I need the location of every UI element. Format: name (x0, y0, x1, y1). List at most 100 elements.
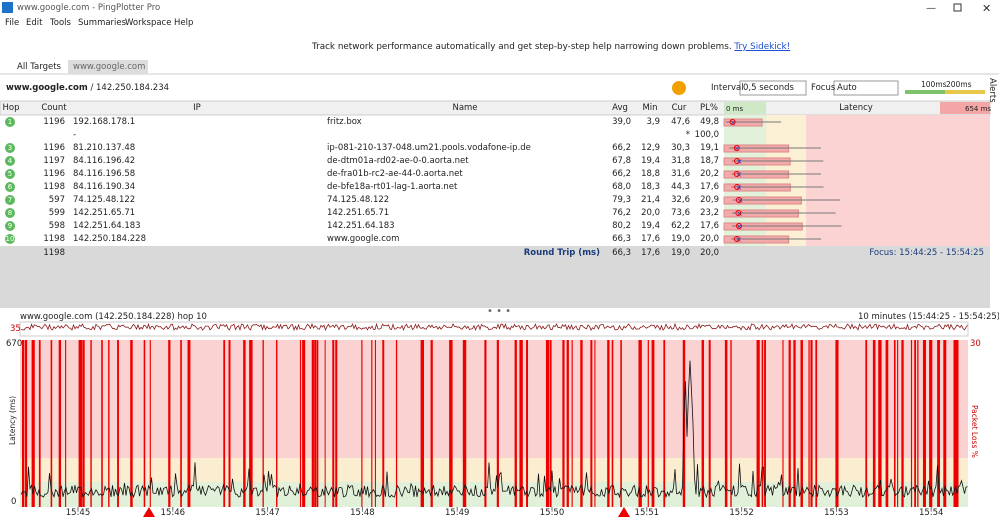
pause-button[interactable] (672, 81, 686, 95)
loss-bar (835, 340, 839, 507)
interval-select[interactable] (739, 80, 807, 96)
loss-bar (143, 340, 146, 507)
graph-zone-red (20, 340, 968, 458)
ip: 81.210.137.48 (73, 143, 136, 153)
count: 1196 (43, 169, 65, 179)
avg: 66,2 (612, 169, 631, 179)
latency-trace (20, 360, 968, 499)
focus-select[interactable] (833, 80, 899, 96)
min: 3,9 (646, 117, 660, 127)
menu-item[interactable]: Summaries (78, 18, 127, 28)
interval-value[interactable]: 0,5 seconds (743, 83, 794, 93)
loss-bar (953, 340, 957, 507)
tab-all-targets[interactable]: All Targets (17, 62, 61, 72)
active-tab[interactable] (68, 60, 148, 74)
loss-axis-title: Packet Loss % (970, 405, 979, 458)
avg-mark (734, 158, 741, 164)
summary-area (0, 246, 990, 308)
count: 599 (48, 208, 65, 218)
name: de-bfe18a-rt01-lag-1.aorta.net (327, 182, 458, 192)
menu-item[interactable]: Workspace (125, 18, 172, 28)
column-header: Cur (671, 103, 687, 113)
loss-bar (545, 340, 550, 507)
packet-loss: 23,2 (700, 208, 719, 218)
menu-item[interactable]: File (5, 18, 20, 28)
loss-bar (549, 340, 552, 507)
tab-target[interactable]: www.google.com (73, 62, 146, 72)
menu-item[interactable]: Help (174, 18, 194, 28)
loss-bar (25, 340, 28, 507)
ip: 142.251.65.71 (73, 208, 136, 218)
column-header: Avg (612, 103, 628, 113)
close[interactable]: ✕ (982, 2, 991, 15)
min-mark: × (737, 196, 744, 205)
min-mark: × (735, 183, 742, 192)
loss-bar (708, 340, 711, 507)
latency-min: 0 ms (726, 105, 744, 113)
loss-bar (31, 340, 35, 507)
loss-bar (130, 340, 133, 507)
loss-bar (374, 340, 376, 507)
count: 1198 (43, 182, 65, 192)
focus-value[interactable]: Auto (837, 83, 857, 93)
avg: 66,2 (612, 143, 631, 153)
loss-bar (580, 340, 583, 507)
name: ip-081-210-137-048.um21.pools.vodafone-i… (327, 143, 531, 153)
graph-title: www.google.com (142.250.184.228) hop 10 (20, 312, 207, 322)
name: 142.251.65.71 (327, 208, 390, 218)
alerts-tab[interactable]: Alerts (987, 78, 997, 103)
loss-bar (701, 340, 704, 507)
y-top: 670 (6, 339, 23, 349)
loss-bar (917, 340, 919, 507)
loss-bar (647, 340, 649, 507)
count: 1196 (43, 143, 65, 153)
min-mark: × (733, 144, 740, 153)
cur: 73,6 (671, 208, 690, 218)
loss-bar (78, 340, 82, 507)
loss-bar (764, 340, 766, 507)
ip: 84.116.196.42 (73, 156, 136, 166)
loss-bar (395, 340, 398, 507)
banner-link[interactable]: Try Sidekick! (734, 42, 791, 52)
count: 598 (48, 221, 65, 231)
loss-bar (249, 340, 253, 507)
maximize[interactable] (953, 3, 962, 12)
splitter[interactable]: • • • (487, 306, 511, 317)
avg: 68,0 (612, 182, 631, 192)
min: 20,0 (641, 208, 660, 218)
min-mark: × (736, 222, 743, 231)
loss-bar (885, 340, 889, 507)
count: 597 (48, 195, 65, 205)
loss-bar (496, 340, 499, 507)
packet-loss: 17,6 (700, 182, 719, 192)
loss-bar (815, 340, 818, 507)
loss-bar (335, 340, 338, 507)
loss-bar (865, 340, 868, 507)
packet-loss: 20,2 (700, 169, 719, 179)
min-mark: × (736, 209, 743, 218)
hop-badge (5, 234, 15, 244)
column-header: Hop (2, 103, 20, 113)
loss-bar (38, 340, 41, 507)
cur: 44,3 (671, 182, 690, 192)
menu-item[interactable]: Edit (26, 18, 43, 28)
avg-mark (733, 145, 740, 151)
loss-bar (101, 340, 103, 507)
column-header: Count (41, 103, 67, 113)
ip: 84.116.196.58 (73, 169, 136, 179)
loss-bar (788, 340, 791, 507)
min: 17,6 (641, 234, 660, 244)
loss-bar (638, 340, 642, 507)
name: de-fra01b-rc2-ae-44-0.aorta.net (327, 169, 463, 179)
menu-item[interactable]: Tools (50, 18, 71, 28)
loss-bar (519, 340, 523, 507)
minimize[interactable]: — (926, 3, 936, 14)
name: www.google.com (327, 234, 400, 244)
loss-bar (276, 340, 278, 507)
x-tick-label: 15:47 (255, 508, 280, 518)
loss-bar (65, 340, 67, 507)
loss-bar (82, 340, 85, 507)
loss-bar (663, 340, 666, 507)
loss-bar (187, 340, 191, 507)
